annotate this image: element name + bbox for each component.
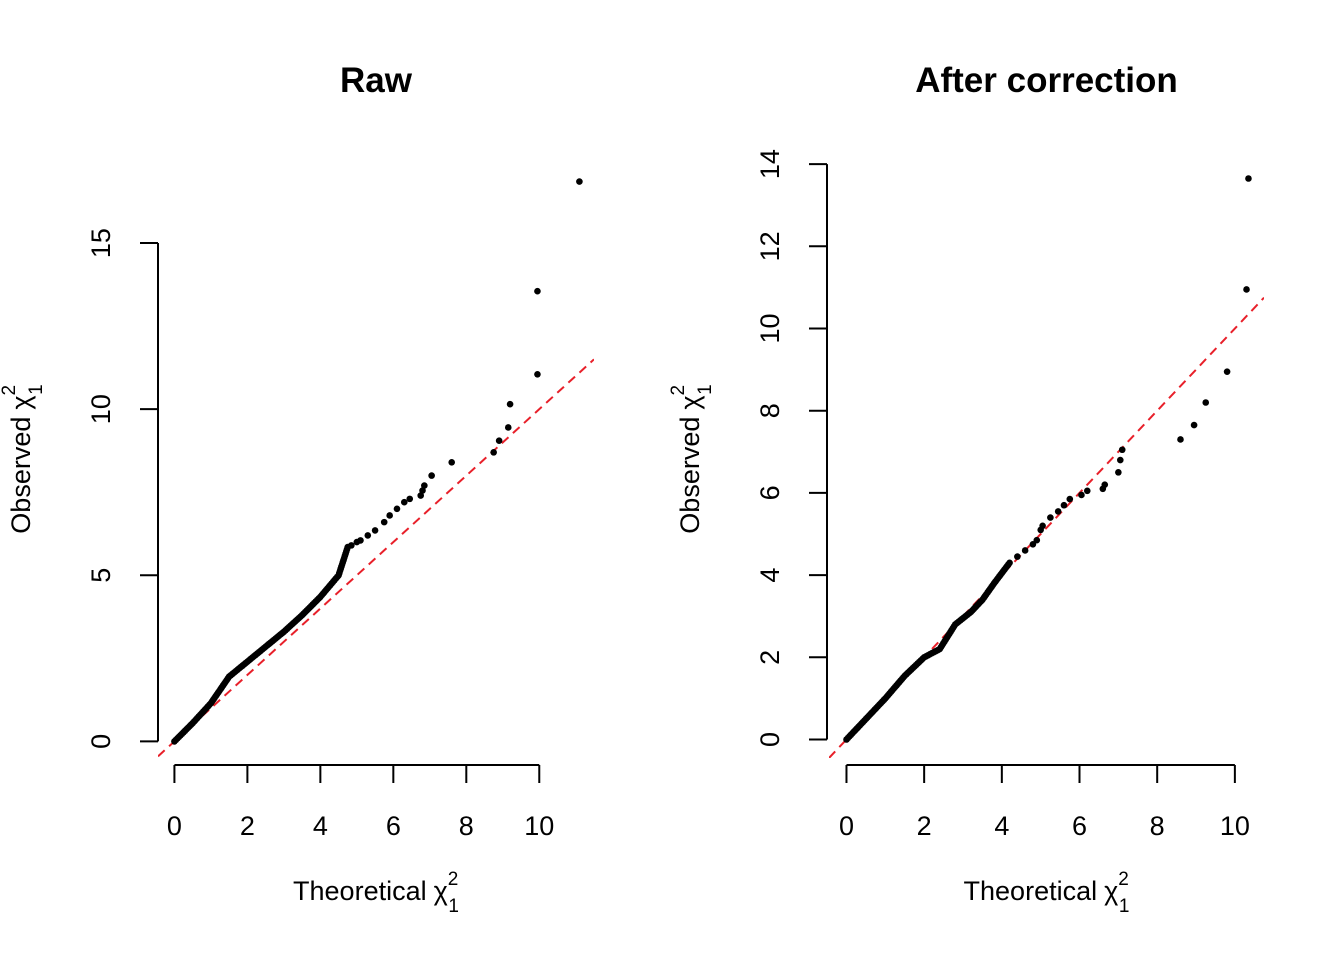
data-point <box>419 487 426 494</box>
x-tick-label: 4 <box>313 811 328 841</box>
y-axis-label-text: Observed <box>6 417 36 534</box>
y-axis-label-text: Observed <box>675 417 705 534</box>
data-point <box>1202 399 1210 406</box>
y-tick-label: 0 <box>755 732 785 747</box>
data-point <box>417 492 424 499</box>
data-point <box>1245 175 1252 182</box>
x-tick-label: 2 <box>240 811 255 841</box>
data-point <box>421 482 428 489</box>
data-point <box>1014 553 1021 560</box>
data-point <box>1047 514 1054 521</box>
data-point <box>534 287 541 295</box>
data-point <box>393 505 401 513</box>
y-axis-stat-sub: 1 <box>695 384 716 395</box>
data-point <box>490 449 497 456</box>
data-point <box>1054 508 1062 515</box>
data-point <box>576 178 583 185</box>
data-point <box>357 537 364 544</box>
data-point <box>1118 446 1126 454</box>
data-point <box>1021 547 1029 554</box>
x-tick-label: 8 <box>459 811 474 841</box>
data-point <box>1243 286 1250 293</box>
data-point <box>386 512 393 519</box>
x-axis-stat-sub: 1 <box>448 896 459 917</box>
x-tick-label: 4 <box>994 811 1009 841</box>
data-point <box>495 437 503 445</box>
data-point <box>1190 421 1198 429</box>
y-tick-label: 8 <box>755 403 785 418</box>
plot-area <box>158 178 594 758</box>
data-point <box>1039 522 1046 530</box>
data-point <box>1115 469 1122 476</box>
y-axis-stat-sub: 1 <box>26 384 47 395</box>
data-point <box>400 498 408 506</box>
data-point <box>1223 368 1231 375</box>
y-tick-label: 12 <box>755 231 785 261</box>
y-axis-stat-sup: 2 <box>0 385 20 396</box>
x-axis-stat-sub: 1 <box>1119 896 1130 917</box>
y-axis-stat-symbol: χ <box>6 395 36 409</box>
x-axis-stat-symbol: χ <box>434 876 448 906</box>
chart-title: Raw <box>340 61 413 100</box>
y-tick-label: 14 <box>755 149 785 179</box>
y-axis-stat-sup: 2 <box>668 385 689 396</box>
y-tick-label: 4 <box>755 568 785 583</box>
x-axis-stat-sup: 2 <box>1118 869 1129 890</box>
y-tick-label: 2 <box>755 650 785 665</box>
y-tick-label: 15 <box>86 228 116 258</box>
x-tick-label: 0 <box>839 811 854 841</box>
data-point <box>1078 491 1085 499</box>
data-point <box>534 370 541 378</box>
x-axis-stat-symbol: χ <box>1104 876 1118 906</box>
data-point <box>1029 540 1037 548</box>
data-point <box>1066 495 1074 503</box>
data-point <box>428 472 435 479</box>
x-axis-label: Theoretical χ2 1 <box>293 869 459 917</box>
data-point <box>1083 487 1091 495</box>
y-tick-label: 0 <box>86 734 116 749</box>
x-tick-label: 0 <box>167 811 182 841</box>
x-axis-stat-sup: 2 <box>448 869 459 890</box>
x-axis-label-text: Theoretical <box>964 876 1098 906</box>
y-tick-label: 6 <box>755 485 785 500</box>
x-tick-label: 10 <box>524 811 554 841</box>
data-point <box>348 542 355 549</box>
data-point <box>371 527 379 534</box>
x-tick-label: 10 <box>1220 811 1250 841</box>
reference-line <box>158 358 594 758</box>
data-point <box>364 532 372 539</box>
x-axis-label-text: Theoretical <box>293 876 427 906</box>
data-point <box>1177 436 1184 443</box>
y-axis-label: Observed χ2 1 <box>0 384 47 533</box>
y-tick-label: 10 <box>86 394 116 424</box>
data-point <box>1060 501 1068 509</box>
x-tick-label: 6 <box>386 811 401 841</box>
data-point <box>448 459 456 466</box>
chart-title: After correction <box>915 61 1178 100</box>
y-axis-stat-symbol: χ <box>675 395 705 409</box>
data-point <box>504 424 512 431</box>
plot-area <box>829 175 1264 758</box>
data-point <box>1006 559 1013 567</box>
x-axis-label: Theoretical χ2 1 <box>964 869 1130 917</box>
y-tick-label: 10 <box>755 313 785 343</box>
data-point <box>506 400 514 408</box>
data-point <box>1101 481 1109 488</box>
data-point <box>406 495 414 503</box>
y-tick-label: 5 <box>86 568 116 583</box>
x-tick-label: 2 <box>917 811 932 841</box>
data-point <box>1116 456 1124 464</box>
data-point <box>1033 536 1041 544</box>
data-point <box>380 518 388 526</box>
x-tick-label: 8 <box>1150 811 1165 841</box>
x-tick-label: 6 <box>1072 811 1087 841</box>
y-axis-label: Observed χ2 1 <box>668 384 716 533</box>
